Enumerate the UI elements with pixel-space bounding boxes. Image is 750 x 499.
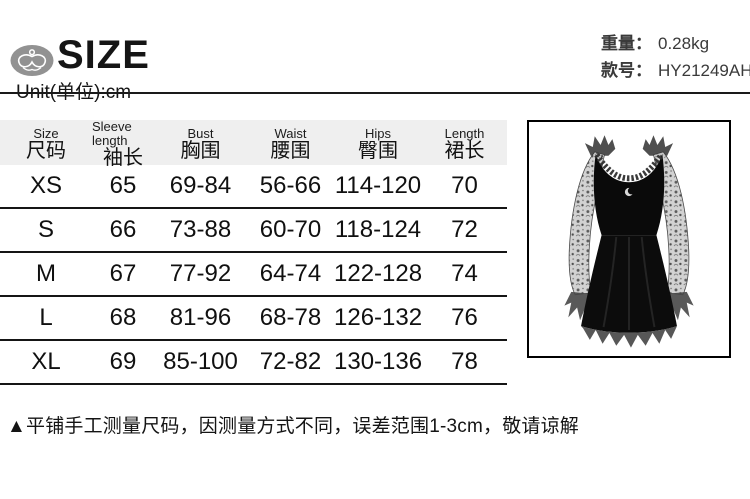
column-header-waist: Waist 腰围	[270, 125, 311, 163]
product-meta: 重量： 0.28kg 款号： HY21249AH	[601, 30, 750, 84]
weight-row: 重量： 0.28kg	[601, 30, 750, 57]
table-row-s: S 66 73-88 60-70 118-124 72	[0, 209, 507, 253]
weight-label: 重量：	[601, 34, 652, 53]
column-header-sleeve: Sleeve length 袖长	[92, 119, 143, 170]
table-row-m: M 67 77-92 64-74 122-128 74	[0, 253, 507, 297]
weight-value: 0.28kg	[658, 34, 710, 53]
style-no-value: HY21249AH	[658, 61, 750, 80]
measurement-note: ▲平铺手工测量尺码，因测量方式不同，误差范围1-3cm，敬请谅解	[7, 416, 579, 437]
page-title: SIZE	[57, 33, 150, 77]
column-header-size: Size 尺码	[26, 125, 66, 163]
column-header-hips: Hips 臀围	[358, 125, 398, 163]
size-table-header: Size 尺码 Sleeve length 袖长 Bust 胸围 Waist 腰…	[0, 120, 507, 169]
style-no-row: 款号： HY21249AH	[601, 57, 750, 84]
header-divider	[0, 92, 750, 94]
style-no-label: 款号：	[601, 61, 652, 80]
unit-label: Unit(单位):cm	[16, 82, 132, 103]
column-header-bust: Bust 胸围	[180, 125, 221, 163]
brand-logo-icon	[10, 45, 54, 76]
product-photo-frame	[527, 120, 731, 358]
size-table: Size 尺码 Sleeve length 袖长 Bust 胸围 Waist 腰…	[0, 120, 507, 385]
table-row-l: L 68 81-96 68-78 126-132 76	[0, 297, 507, 341]
dress-image	[564, 135, 694, 348]
table-row-xl: XL 69 85-100 72-82 130-136 78	[0, 341, 507, 385]
column-header-length: Length 裙长	[444, 125, 485, 163]
table-row-xs: XS 65 69-84 56-66 114-120 70	[0, 165, 507, 209]
